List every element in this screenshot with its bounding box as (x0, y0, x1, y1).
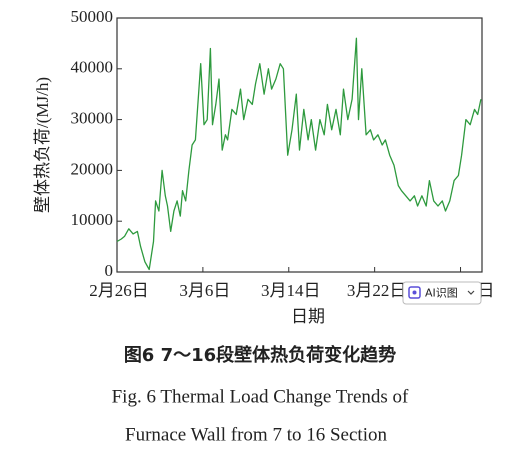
ai-button-chevron (467, 290, 475, 295)
caption-en-1: Fig. 6 Thermal Load Change Trends of (112, 386, 409, 407)
data-line (116, 37, 482, 271)
y-tick-label: 50000 (71, 7, 114, 26)
plot-frame (116, 17, 483, 273)
caption-zh: 图6 7～16段壁体热负荷变化趋势 (124, 344, 396, 366)
y-tick-label: 30000 (71, 109, 114, 128)
x-tick-label: 日 (478, 281, 495, 300)
x-tick-label: 2月26日 (89, 281, 149, 300)
caption-en-2: Furnace Wall from 7 to 16 Section (125, 424, 387, 445)
ai-button-icon (408, 286, 421, 299)
y-tick-label: 20000 (71, 159, 114, 178)
x-tick-label: 3月22日 (347, 281, 407, 300)
x-tick-label: 3月6日 (179, 281, 230, 300)
x-tick-label: 3月14日 (261, 281, 321, 300)
x-axis-title: 日期 (291, 307, 325, 326)
y-axis-title: 壁体热负荷/(MJ/h) (33, 77, 52, 213)
ai-button-icon-dot (412, 290, 417, 295)
y-tick-label: 40000 (71, 58, 114, 77)
ai-button[interactable]: AI识图 (402, 281, 482, 305)
ai-button-bg (402, 281, 482, 305)
y-tick-label: 0 (105, 261, 114, 280)
ai-button-label: AI识图 (425, 287, 458, 300)
y-tick-label: 10000 (71, 210, 114, 229)
